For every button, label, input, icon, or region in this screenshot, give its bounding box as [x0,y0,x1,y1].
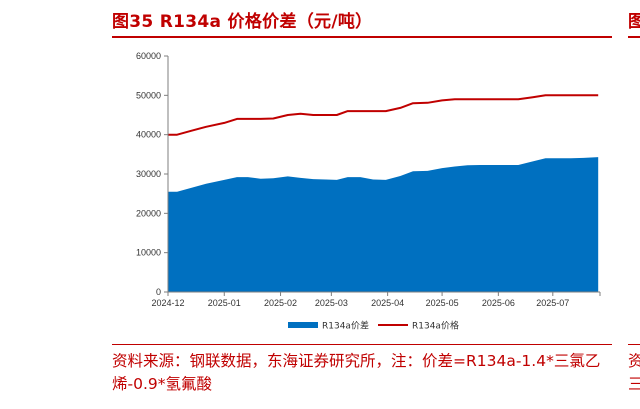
x-tick-label: 2025-01 [208,298,241,308]
legend-item-r134a-price: R134a价格 [378,320,459,332]
title-rule [112,36,612,38]
legend: R134a价差 R134a价格 [288,320,459,332]
area-layer [168,157,599,292]
adjacent-source-line-1: 资 [628,352,640,370]
series-area-r134a-spread [168,157,599,292]
y-tick-label: 50000 [136,90,161,100]
chart: 0 10000 20000 30000 40000 50000 60000 2024-12 20… [136,51,601,332]
x-tick-label: 2025-07 [536,298,569,308]
y-tick-label: 20000 [136,208,161,218]
y-tick-label: 10000 [136,248,161,258]
x-tick-label: 2025-06 [482,298,515,308]
adjacent-title-rule [628,36,640,38]
axis-layer: 0 10000 20000 30000 40000 50000 60000 2024-12 20… [136,51,601,308]
adjacent-source-rule [628,344,640,345]
figure-title: 图35 R134a 价格价差（元/吨） [112,12,373,32]
y-tick-label: 60000 [136,51,161,61]
x-tick-label: 2025-04 [371,298,404,308]
y-tick-label: 40000 [136,130,161,140]
legend-label: R134a价差 [322,320,369,332]
source-note: 资料来源：钢联数据，东海证券研究所，注：价差=R134a-1.4*三氯乙烯-0.… [112,352,601,393]
y-tick-label: 0 [156,287,161,297]
legend-item-r134a-spread: R134a价差 [288,320,369,332]
adjacent-source-line-2: 三 [628,375,640,393]
adjacent-source-fragment: 资 三 [628,350,640,396]
line-layer [168,94,599,136]
legend-label: R134a价格 [412,320,459,332]
x-tick-label: 2025-02 [264,298,297,308]
y-tick-label: 30000 [136,169,161,179]
series-line-r134a-price [168,94,599,136]
x-tick-label: 2025-03 [315,298,348,308]
adjacent-figure-title-fragment: 图 [628,12,640,32]
x-tick-label: 2025-05 [426,298,459,308]
x-tick-label: 2024-12 [151,298,184,308]
source-rule [112,344,612,345]
legend-swatch [288,322,318,328]
